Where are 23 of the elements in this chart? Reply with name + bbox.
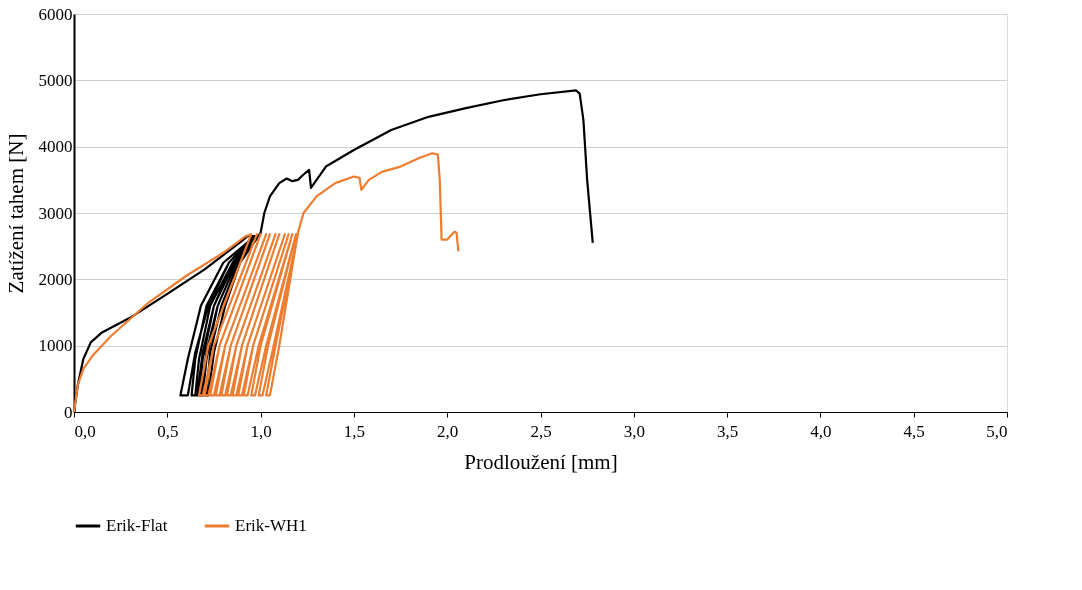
x-tick-label: 1,5 — [343, 421, 366, 441]
line-series — [72, 152, 460, 414]
x-tick-label: 0,5 — [157, 421, 179, 441]
x-axis-title: Prodloužení [mm] — [464, 449, 618, 474]
y-tick-label: 2000 — [38, 269, 73, 289]
x-tick-label: 1,0 — [250, 421, 272, 441]
y-tick-label: 5000 — [38, 70, 73, 90]
legend-label: Erik-Flat — [106, 516, 168, 535]
y-tick-label: 3000 — [38, 203, 73, 223]
y-tick-label: 6000 — [38, 4, 73, 24]
x-tick-label: 4,5 — [903, 421, 925, 441]
legend-label: Erik-WH1 — [235, 516, 307, 535]
y-tick-label: 4000 — [38, 137, 73, 157]
x-tick-label: 2,0 — [437, 421, 459, 441]
x-tick-label: 4,0 — [810, 421, 832, 441]
y-axis-title: Zatížení tahem [N] — [3, 133, 28, 294]
y-tick-label: 1000 — [38, 336, 73, 356]
x-tick-label: 0,0 — [74, 421, 96, 441]
x-tick-label: 3,5 — [716, 421, 739, 441]
x-tick-label: 5,0 — [986, 421, 1008, 441]
x-tick-label: 2,5 — [530, 421, 552, 441]
x-tick-label: 3,0 — [623, 421, 645, 441]
y-tick-label: 0 — [64, 402, 73, 422]
